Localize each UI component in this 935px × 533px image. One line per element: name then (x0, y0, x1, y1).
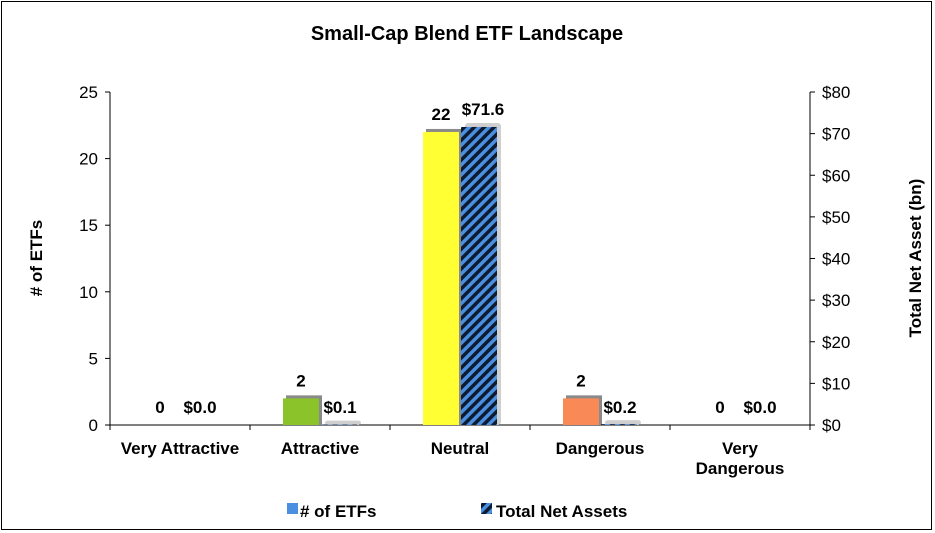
data-label-etf-count: 22 (432, 105, 451, 124)
data-label-net-assets: $0.2 (603, 398, 636, 417)
y-tick-label: 5 (89, 349, 98, 368)
y-tick-label: 20 (79, 150, 98, 169)
data-label-etf-count: 2 (296, 371, 305, 390)
legend-swatch-net-assets (481, 503, 492, 514)
y2-axis-label: Total Net Asset (bn) (906, 179, 925, 338)
y2-tick-label: $20 (822, 333, 850, 352)
axes: 0510152025$0$10$20$30$40$50$60$70$80Very… (79, 83, 850, 478)
y2-tick-label: $80 (822, 83, 850, 102)
y2-tick-label: $70 (822, 125, 850, 144)
bar-etf-count (563, 398, 599, 425)
y-tick-label: 0 (89, 416, 98, 435)
bar-shadow (325, 420, 361, 425)
bar-net-assets (461, 126, 497, 425)
x-tick-label: Very (722, 439, 758, 458)
y2-tick-label: $0 (822, 416, 841, 435)
x-tick-label: Attractive (281, 439, 359, 458)
y2-tick-label: $40 (822, 250, 850, 269)
x-tick-label: Dangerous (696, 459, 785, 478)
data-labels: 0 $0.0 2 $0.1 22 $71.6 2 $0.2 0 $0.0 (155, 100, 776, 417)
data-label-net-assets: $0.0 (743, 398, 776, 417)
legend: # of ETFs Total Net Assets (287, 502, 627, 521)
data-label-etf-count: 0 (155, 398, 164, 417)
bar-shadow (605, 420, 641, 425)
bars (283, 122, 641, 425)
data-label-etf-count: 2 (576, 371, 585, 390)
data-label-net-assets: $0.1 (323, 398, 356, 417)
y-tick-label: 25 (79, 83, 98, 102)
x-tick-label: Very Attractive (121, 439, 239, 458)
y-axis-label: # of ETFs (27, 220, 46, 297)
y-tick-label: 10 (79, 283, 98, 302)
y2-tick-label: $10 (822, 374, 850, 393)
x-tick-label: Dangerous (556, 439, 645, 458)
legend-label-etfs: # of ETFs (300, 502, 377, 521)
bar-etf-count (423, 131, 459, 425)
chart-title: Small-Cap Blend ETF Landscape (311, 23, 623, 45)
x-tick-label: Neutral (431, 439, 490, 458)
legend-swatch-etfs (287, 503, 298, 514)
bar-etf-count (283, 398, 319, 425)
y2-tick-label: $60 (822, 166, 850, 185)
legend-label-net-assets: Total Net Assets (496, 502, 627, 521)
y2-tick-label: $50 (822, 208, 850, 227)
y2-tick-label: $30 (822, 291, 850, 310)
data-label-etf-count: 0 (715, 398, 724, 417)
bar-net-assets (601, 424, 637, 425)
y-tick-label: 15 (79, 216, 98, 235)
data-label-net-assets: $71.6 (462, 100, 505, 119)
data-label-net-assets: $0.0 (183, 398, 216, 417)
